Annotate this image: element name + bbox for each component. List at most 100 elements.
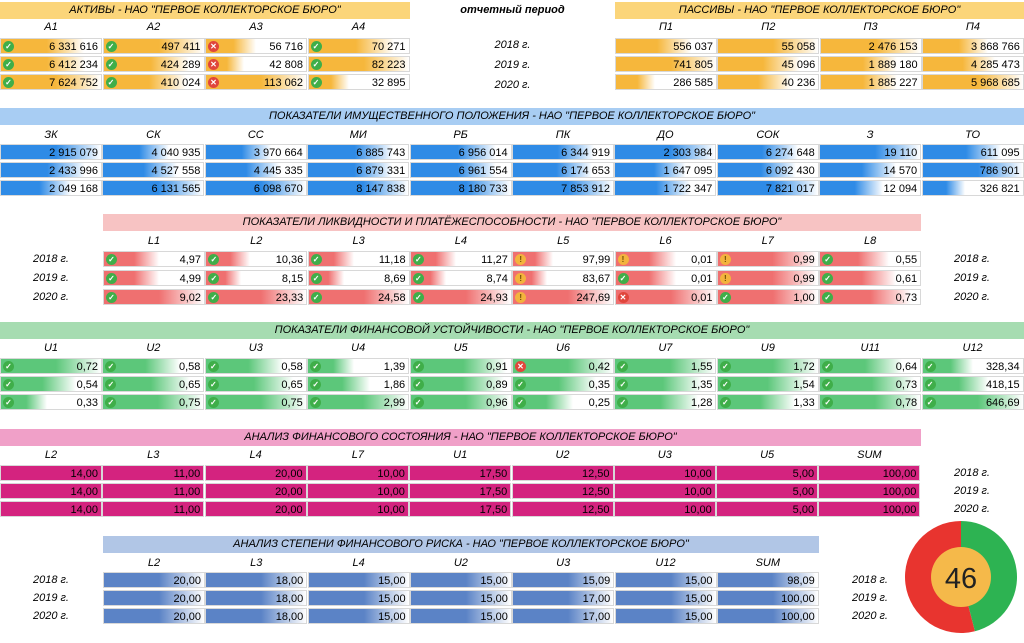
column-header: L3 <box>352 235 365 247</box>
data-cell: 15,00 <box>614 608 717 624</box>
data-bar <box>614 466 715 480</box>
data-bar <box>615 290 716 304</box>
check-icon: ✓ <box>412 379 424 390</box>
column-header: L7 <box>351 449 365 461</box>
column-header: U2 <box>146 342 161 354</box>
cell-value: 2 303 984 <box>663 147 713 159</box>
data-cell: ✓ 0,65 <box>102 376 205 392</box>
data-bar <box>616 57 716 71</box>
cell-value: 12,50 <box>581 504 610 516</box>
cell-value: 0,01 <box>691 273 713 285</box>
cell-value: 14 570 <box>883 165 918 177</box>
data-bar <box>206 75 306 89</box>
cell-value: 15,00 <box>378 593 406 605</box>
cell-value: 2,99 <box>383 397 406 409</box>
data-cell: 11,00 <box>102 465 205 481</box>
data-bar <box>615 395 699 409</box>
year-label: 2018 г. <box>953 253 990 265</box>
cell-value: 113 062 <box>264 77 303 89</box>
gauge-value: 46 <box>945 563 977 595</box>
cell-value: 4 527 558 <box>151 165 201 177</box>
check-icon: ✓ <box>719 397 731 408</box>
data-cell: ✓ 6 412 234 <box>0 56 102 72</box>
cell-value: 1,35 <box>690 379 713 391</box>
cell-value: 15,00 <box>684 611 713 623</box>
cell-value: 2 915 079 <box>49 147 98 159</box>
data-bar <box>103 181 204 195</box>
cell-value: 1 722 347 <box>663 183 713 195</box>
cell-value: 17,00 <box>582 593 611 605</box>
check-icon: ✓ <box>3 41 14 52</box>
data-bar <box>205 359 283 373</box>
data-bar <box>615 145 716 159</box>
data-cell: ✓ 8,74 <box>409 270 512 286</box>
data-cell: ✓ 11,27 <box>409 251 512 267</box>
data-cell: ✓ 1,33 <box>716 394 819 410</box>
cell-value: 15,00 <box>480 575 508 587</box>
data-bar <box>717 252 817 266</box>
data-cell: 6 174 653 <box>512 162 614 178</box>
data-bar <box>1 145 101 159</box>
column-header: МИ <box>349 129 367 141</box>
cell-value: 4,99 <box>179 273 201 285</box>
column-header: L2 <box>250 235 263 247</box>
data-cell: 18,00 <box>205 608 308 624</box>
check-icon: ✓ <box>310 41 322 52</box>
data-cell: ✓ 8,69 <box>307 270 410 286</box>
check-icon: ✓ <box>719 292 731 303</box>
cell-value: 4,97 <box>179 254 201 266</box>
cell-value: 1,28 <box>690 397 713 409</box>
cell-value: 18,00 <box>275 611 304 623</box>
cell-value: 7 624 752 <box>49 77 98 89</box>
check-icon: ✓ <box>106 292 117 303</box>
data-cell: 15,00 <box>409 590 512 606</box>
cell-value: 0,35 <box>588 379 610 391</box>
data-cell: ✓ 1,55 <box>614 358 717 374</box>
year-label: 2018 г. <box>953 467 990 479</box>
column-header: L4 <box>352 557 365 569</box>
cell-value: 8,69 <box>384 273 406 285</box>
data-bar <box>1 39 84 53</box>
cell-value: 6 274 648 <box>765 147 815 159</box>
check-icon: ✓ <box>105 397 117 408</box>
data-bar <box>307 502 408 516</box>
cell-value: 0,33 <box>76 397 98 409</box>
cell-value: 12,50 <box>581 468 610 480</box>
data-bar <box>103 359 181 373</box>
data-bar <box>717 484 818 498</box>
data-cell: 15,09 <box>512 572 615 588</box>
data-cell: ✓ 328,34 <box>921 358 1024 374</box>
data-bar <box>410 290 511 304</box>
data-cell: ! 97,99 <box>512 251 615 267</box>
cell-value: 17,50 <box>479 486 508 498</box>
data-bar <box>308 57 409 71</box>
data-bar <box>820 163 897 177</box>
cell-value: 0,99 <box>793 273 815 285</box>
cell-value: 20,00 <box>173 611 201 623</box>
year-label: 2019 г. <box>953 272 990 284</box>
data-cell: 10,00 <box>306 483 409 499</box>
year-label: 2019 г. <box>32 592 69 604</box>
data-cell: 4 285 473 <box>921 56 1024 72</box>
data-cell: ✓ 418,15 <box>921 376 1024 392</box>
cell-value: 0,61 <box>895 273 918 285</box>
data-cell: ! 247,69 <box>512 289 615 305</box>
data-bar <box>103 163 178 177</box>
data-cell: ✓ 0,89 <box>409 376 512 392</box>
data-cell: 4 445 335 <box>204 162 307 178</box>
cell-value: 10,00 <box>377 504 405 516</box>
data-bar <box>513 145 594 159</box>
data-bar <box>103 57 189 71</box>
data-cell: ✓ 82 223 <box>307 56 410 72</box>
year-label: 2019 г. <box>953 485 990 497</box>
data-bar <box>205 484 306 498</box>
data-cell: 14 570 <box>819 162 922 178</box>
cell-value: 6 412 234 <box>49 59 98 71</box>
cell-value: 15,00 <box>378 611 406 623</box>
cell-value: 0,75 <box>281 397 303 409</box>
data-bar <box>922 75 1023 89</box>
data-bar <box>615 359 716 373</box>
data-cell: 17,00 <box>512 608 615 624</box>
year-label: 2020 г. <box>953 291 990 303</box>
cell-value: 15,09 <box>582 575 611 587</box>
